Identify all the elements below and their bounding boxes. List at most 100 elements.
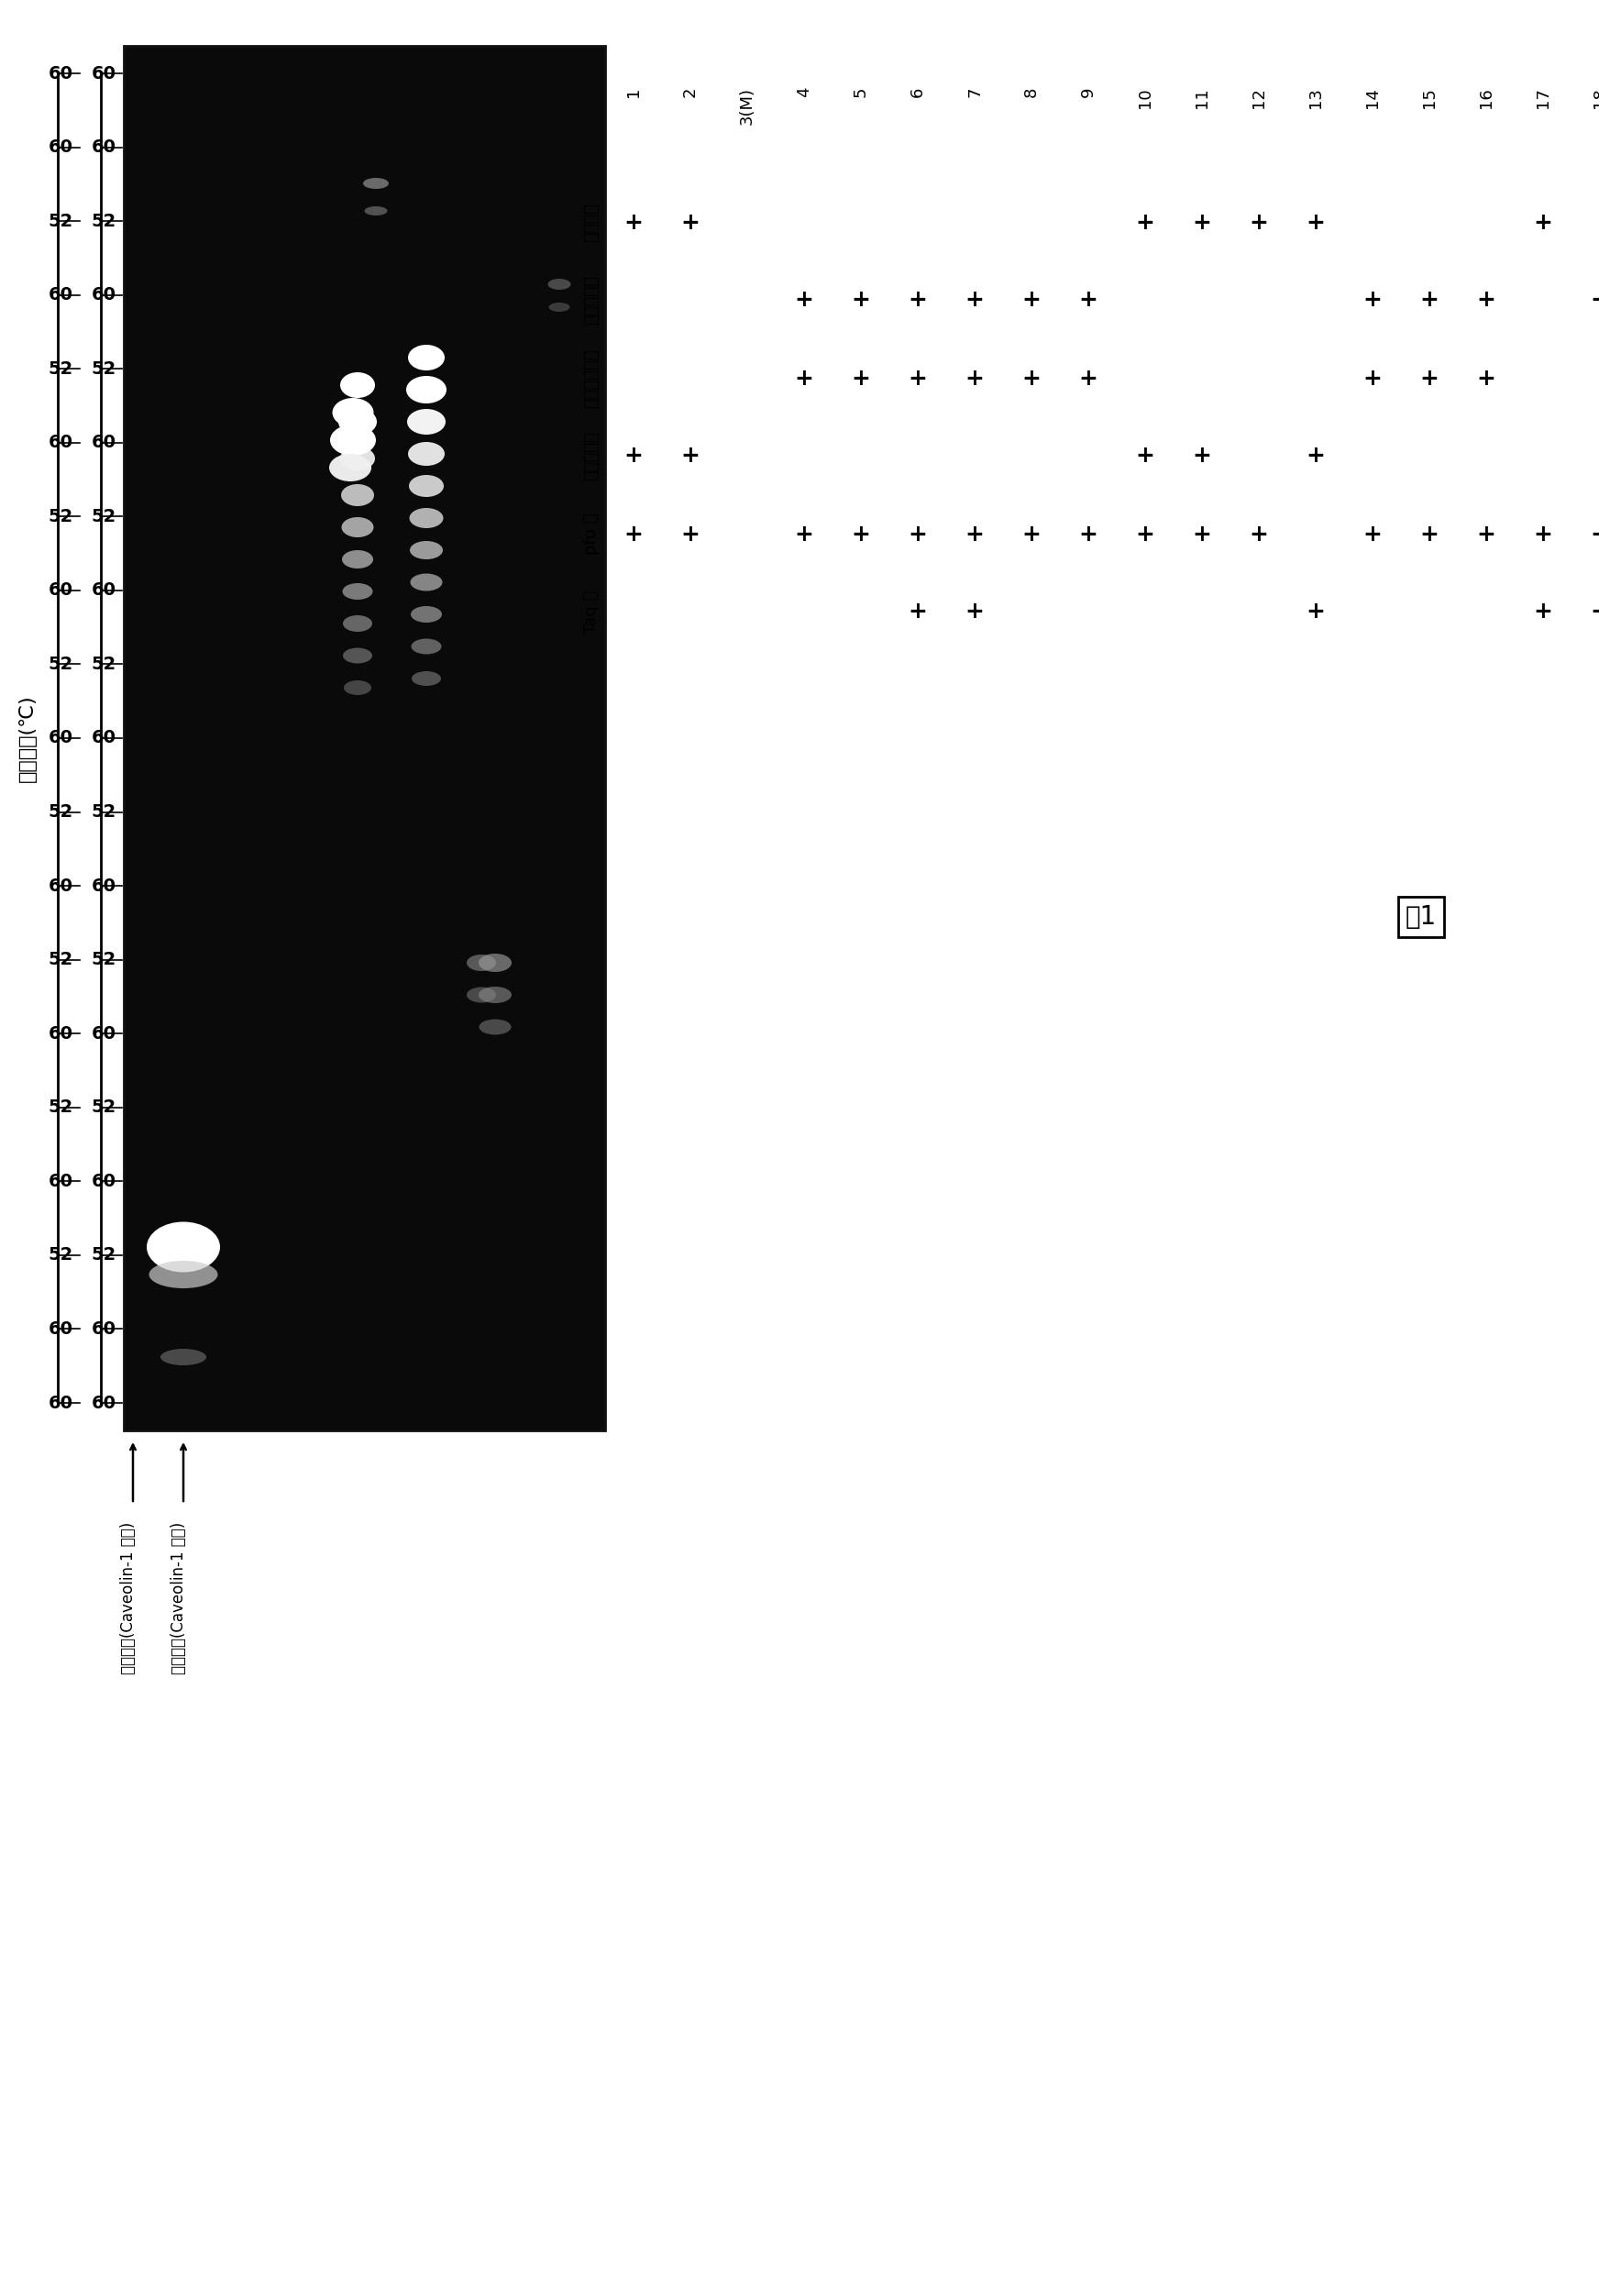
Text: +: +: [1306, 602, 1326, 622]
Text: +: +: [1362, 367, 1382, 390]
Text: 52: 52: [91, 360, 117, 377]
Text: 60: 60: [48, 1173, 74, 1189]
Text: +: +: [795, 289, 814, 312]
Ellipse shape: [342, 583, 373, 599]
Ellipse shape: [342, 615, 373, 631]
Ellipse shape: [149, 1261, 217, 1288]
Text: 52: 52: [91, 1247, 117, 1263]
Text: +: +: [851, 367, 870, 390]
Text: 17: 17: [1535, 87, 1551, 108]
Text: 60: 60: [91, 730, 117, 746]
Text: 60: 60: [91, 1394, 117, 1412]
Text: 52: 52: [48, 1100, 74, 1116]
Text: 52: 52: [48, 211, 74, 230]
Text: 12: 12: [1250, 87, 1266, 108]
Ellipse shape: [478, 987, 512, 1003]
Text: +: +: [1362, 523, 1382, 544]
Text: 10: 10: [1137, 87, 1153, 108]
Ellipse shape: [408, 409, 446, 434]
Text: 52: 52: [91, 211, 117, 230]
Text: +: +: [1249, 211, 1268, 234]
Text: 60: 60: [48, 581, 74, 599]
Text: 9: 9: [1079, 87, 1097, 99]
Text: +: +: [1306, 211, 1326, 234]
Text: 6: 6: [910, 87, 926, 96]
Text: +: +: [1193, 445, 1212, 466]
Text: Taq 酶: Taq 酶: [584, 590, 600, 634]
Text: 60: 60: [48, 1320, 74, 1339]
Ellipse shape: [548, 303, 569, 312]
Text: +: +: [1591, 602, 1599, 622]
Ellipse shape: [467, 987, 496, 1003]
Text: 60: 60: [48, 138, 74, 156]
Text: 图1: 图1: [1406, 905, 1438, 930]
Ellipse shape: [408, 441, 445, 466]
Text: +: +: [795, 523, 814, 544]
Text: +: +: [966, 367, 985, 390]
Text: 60: 60: [48, 730, 74, 746]
Ellipse shape: [365, 207, 387, 216]
Text: +: +: [851, 289, 870, 312]
Text: +: +: [1079, 523, 1099, 544]
Text: 60: 60: [91, 434, 117, 452]
Text: 引物硫代修饰: 引物硫代修饰: [584, 349, 600, 409]
Text: 60: 60: [48, 877, 74, 895]
Text: +: +: [1135, 445, 1154, 466]
Text: +: +: [1022, 289, 1041, 312]
Ellipse shape: [342, 551, 373, 569]
Text: 18: 18: [1591, 87, 1599, 108]
Ellipse shape: [409, 507, 443, 528]
Ellipse shape: [478, 953, 512, 971]
Ellipse shape: [467, 955, 496, 971]
Text: 52: 52: [91, 657, 117, 673]
Text: 不匹配引物: 不匹配引物: [584, 276, 600, 326]
Ellipse shape: [548, 278, 571, 289]
Ellipse shape: [411, 638, 441, 654]
Text: +: +: [1476, 523, 1495, 544]
Text: 7: 7: [966, 87, 983, 99]
Text: 2: 2: [683, 87, 699, 99]
Text: 60: 60: [48, 1394, 74, 1412]
Text: 8: 8: [1023, 87, 1039, 96]
Text: +: +: [1591, 289, 1599, 312]
Text: 60: 60: [91, 1024, 117, 1042]
Text: +: +: [1249, 523, 1268, 544]
Text: +: +: [624, 523, 643, 544]
Text: pfu 酶: pfu 酶: [584, 514, 600, 556]
Text: +: +: [1079, 289, 1099, 312]
Text: 未硫代修饰: 未硫代修饰: [584, 432, 600, 480]
Text: +: +: [1079, 367, 1099, 390]
Text: 60: 60: [91, 287, 117, 303]
Text: 11: 11: [1194, 87, 1210, 108]
Text: 60: 60: [91, 1173, 117, 1189]
Text: 52: 52: [48, 1247, 74, 1263]
Text: 60: 60: [48, 287, 74, 303]
Text: 13: 13: [1308, 87, 1324, 108]
Ellipse shape: [160, 1348, 206, 1366]
Ellipse shape: [342, 647, 373, 664]
Text: +: +: [966, 523, 985, 544]
Text: +: +: [1591, 523, 1599, 544]
Text: 60: 60: [48, 1024, 74, 1042]
Ellipse shape: [333, 397, 374, 427]
Ellipse shape: [341, 484, 374, 505]
Text: +: +: [681, 445, 700, 466]
Text: +: +: [681, 211, 700, 234]
Text: +: +: [966, 289, 985, 312]
Text: 60: 60: [91, 581, 117, 599]
Text: 52: 52: [91, 507, 117, 526]
Text: +: +: [795, 367, 814, 390]
Text: 52: 52: [48, 657, 74, 673]
Ellipse shape: [363, 177, 389, 188]
Text: 60: 60: [91, 138, 117, 156]
Text: +: +: [1362, 289, 1382, 312]
Text: +: +: [1193, 211, 1212, 234]
Text: +: +: [1022, 367, 1041, 390]
Text: +: +: [1193, 523, 1212, 544]
Text: +: +: [908, 367, 927, 390]
Text: +: +: [681, 523, 700, 544]
Text: 15: 15: [1422, 87, 1438, 108]
Text: 退火温度(℃): 退火温度(℃): [18, 693, 37, 783]
Text: 60: 60: [91, 877, 117, 895]
Ellipse shape: [329, 455, 371, 482]
